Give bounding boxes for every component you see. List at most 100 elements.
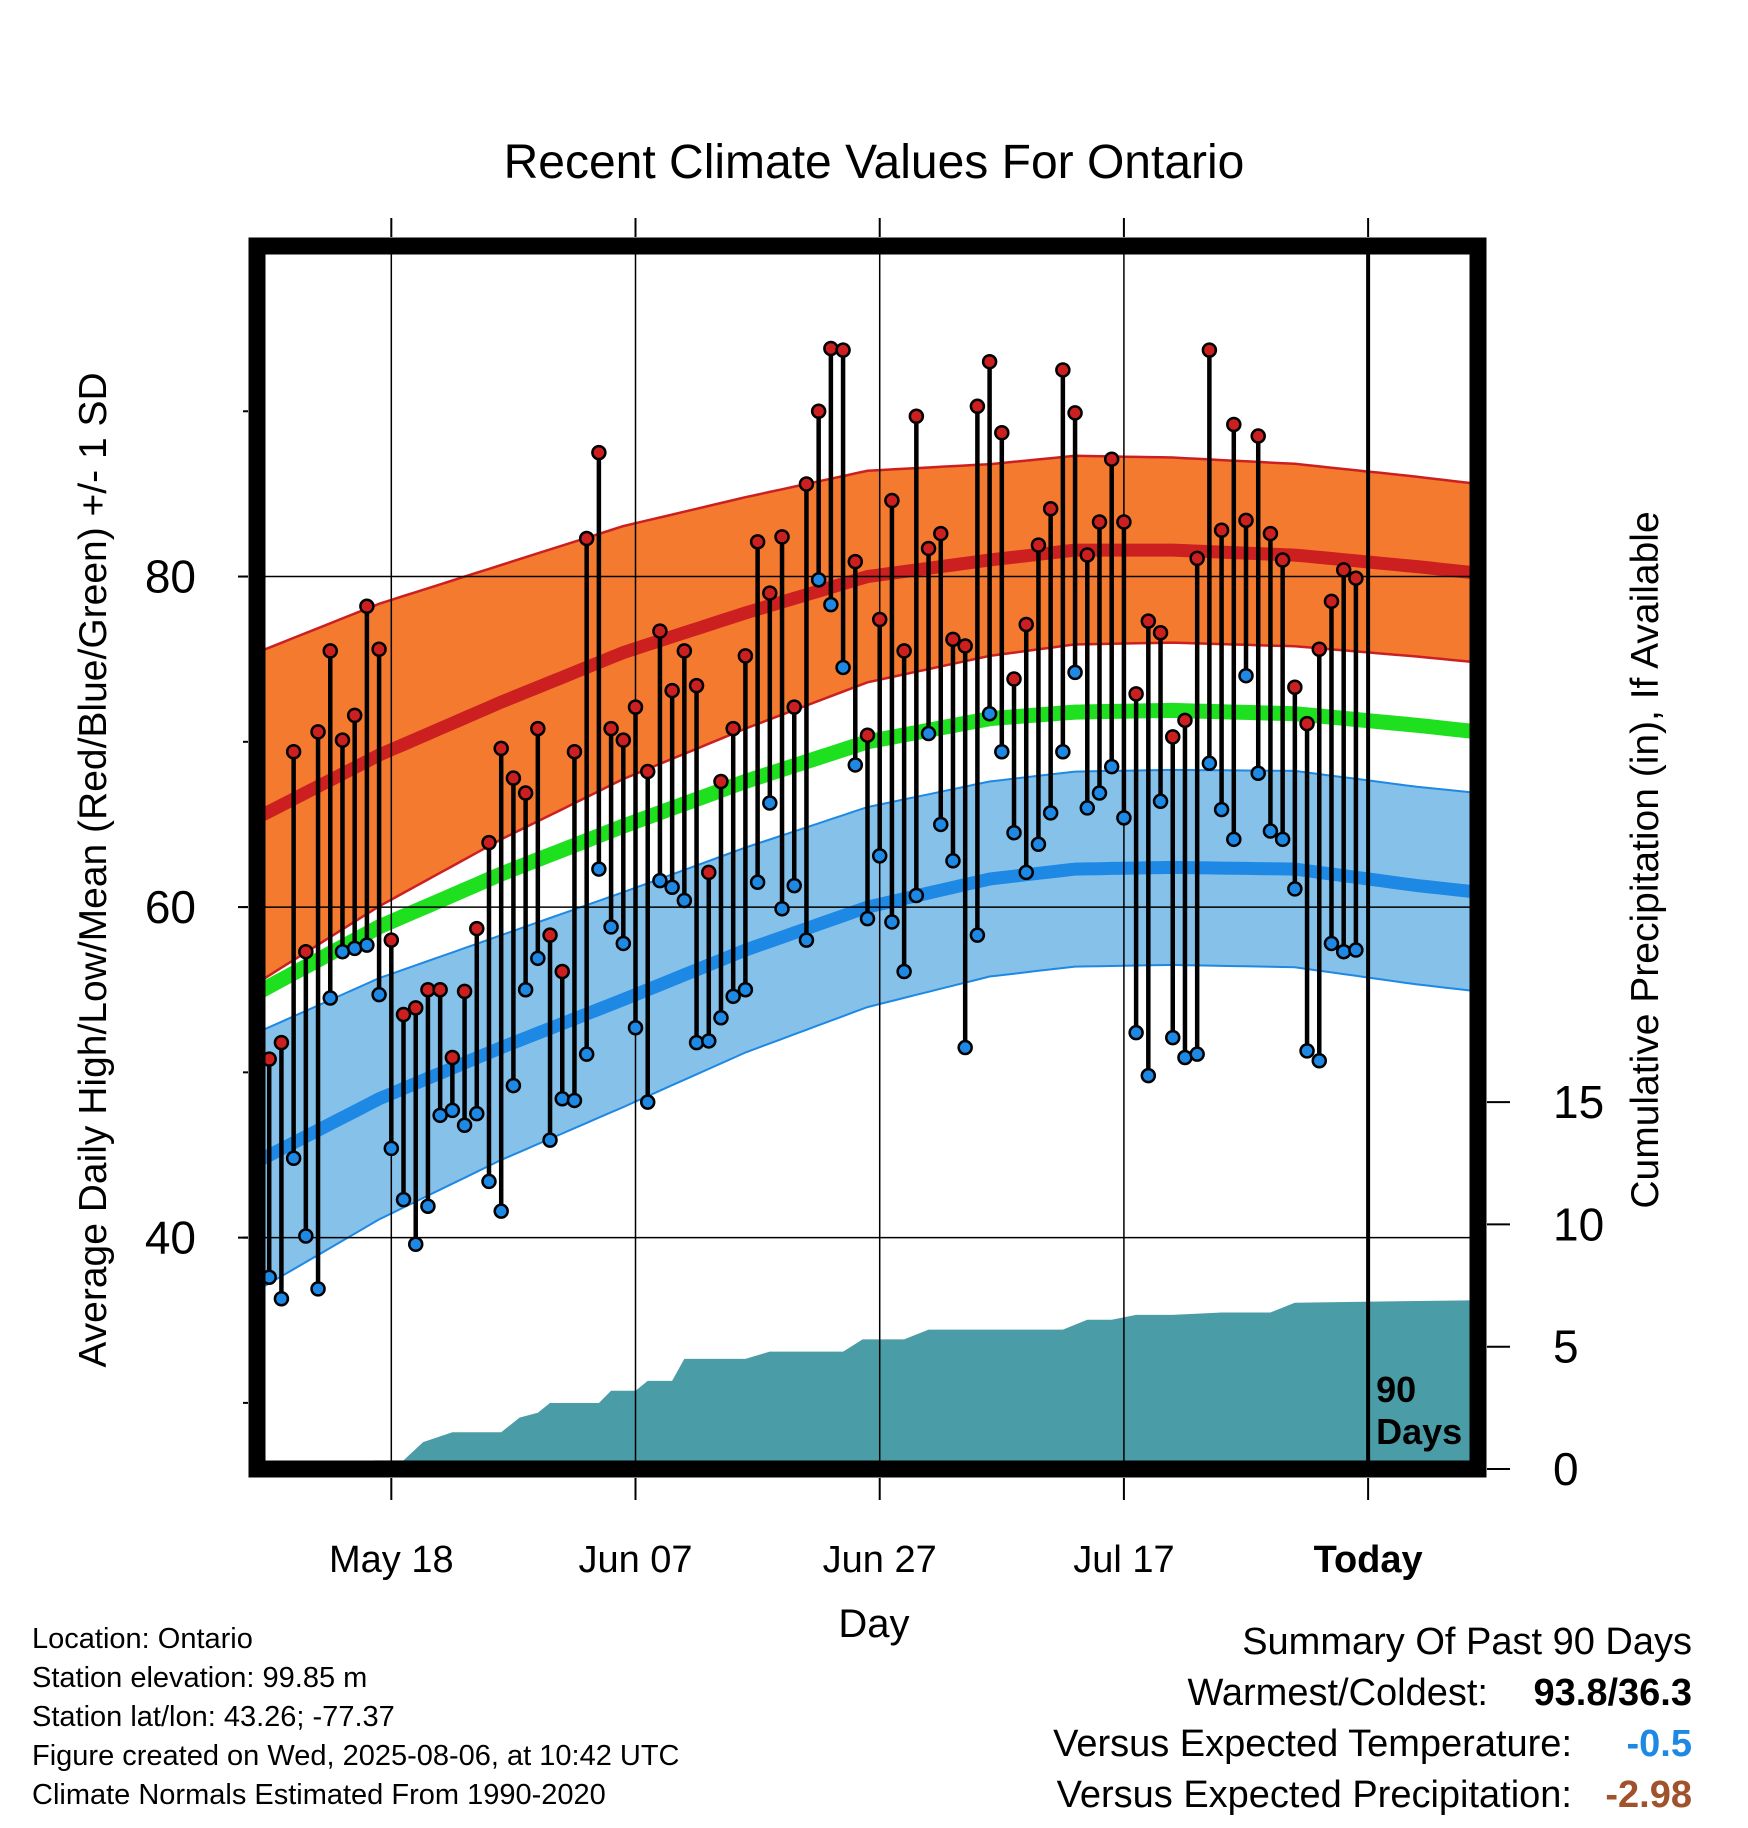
daily-low-point bbox=[639, 1094, 656, 1110]
daily-high-point bbox=[285, 743, 302, 760]
daily-high-point bbox=[969, 398, 986, 415]
daily-low-point bbox=[810, 572, 827, 588]
daily-high-point bbox=[407, 1000, 424, 1016]
daily-low-point bbox=[725, 988, 741, 1005]
daily-low-point bbox=[786, 877, 802, 894]
daily-high-point bbox=[1042, 501, 1059, 517]
daily-high-point bbox=[1189, 550, 1205, 567]
x-tick-label: Today bbox=[1314, 1539, 1423, 1581]
daily-low-point bbox=[713, 1010, 729, 1026]
daily-high-point bbox=[1177, 712, 1193, 729]
summary-panel: Summary Of Past 90 Days Warmest/Coldest:… bbox=[1053, 1617, 1692, 1821]
daily-low-point bbox=[298, 1228, 314, 1244]
daily-low-point bbox=[615, 935, 632, 952]
daily-low-point bbox=[1287, 881, 1303, 897]
daily-high-point bbox=[517, 785, 534, 801]
daily-high-point bbox=[713, 773, 729, 790]
daily-low-point bbox=[957, 1039, 973, 1056]
daily-low-point bbox=[664, 879, 680, 895]
daily-low-point bbox=[1274, 831, 1291, 848]
daily-high-point bbox=[481, 834, 497, 851]
daily-high-point bbox=[456, 983, 473, 1000]
warmest-coldest-row: Warmest/Coldest: 93.8/36.3 bbox=[1053, 1668, 1692, 1719]
daily-low-point bbox=[273, 1291, 290, 1307]
daily-low-point bbox=[933, 816, 949, 833]
ninety-days-label-line: 90 bbox=[1376, 1369, 1416, 1410]
daily-low-point bbox=[737, 981, 754, 998]
daily-low-point bbox=[542, 1132, 558, 1148]
daily-high-point bbox=[1006, 671, 1022, 687]
daily-high-point bbox=[749, 534, 766, 550]
daily-high-point bbox=[1079, 547, 1096, 563]
temp-departure-row: Versus Expected Temperature: -0.5 bbox=[1053, 1719, 1692, 1770]
daily-high-point bbox=[1140, 613, 1157, 629]
daily-high-point bbox=[273, 1034, 290, 1051]
daily-low-point bbox=[859, 910, 876, 927]
daily-low-point bbox=[578, 1046, 595, 1062]
daily-high-point bbox=[1250, 428, 1266, 444]
y2-axis-label: Cumulative Precipitation (in), If Availa… bbox=[1624, 511, 1667, 1208]
daily-low-point bbox=[835, 659, 851, 676]
daily-high-point bbox=[1091, 514, 1108, 530]
daily-high-point bbox=[322, 643, 339, 659]
y2-tick-label: 0 bbox=[1553, 1443, 1579, 1495]
daily-high-point bbox=[737, 648, 754, 664]
daily-high-point bbox=[762, 585, 778, 601]
daily-low-point bbox=[1348, 942, 1364, 958]
warmest-value: 93.8/36.3 bbox=[1533, 1672, 1692, 1714]
daily-high-point bbox=[603, 720, 619, 737]
daily-low-point bbox=[395, 1191, 412, 1208]
daily-low-point bbox=[774, 900, 790, 917]
daily-high-point bbox=[652, 623, 668, 639]
daily-high-point bbox=[1103, 451, 1120, 467]
daily-high-point bbox=[884, 492, 900, 509]
daily-high-point bbox=[1323, 593, 1340, 610]
daily-low-point bbox=[407, 1236, 424, 1252]
daily-high-point bbox=[334, 732, 351, 748]
daily-high-point bbox=[1287, 679, 1303, 696]
y2-tick-label: 10 bbox=[1553, 1198, 1604, 1250]
daily-high-point bbox=[847, 553, 864, 570]
elevation-text: Station elevation: 99.85 m bbox=[32, 1662, 368, 1694]
daily-high-point bbox=[1238, 512, 1254, 529]
daily-low-point bbox=[1103, 758, 1120, 775]
daily-low-point bbox=[1018, 864, 1034, 881]
daily-low-point bbox=[994, 743, 1010, 760]
summary-heading: Summary Of Past 90 Days bbox=[1242, 1621, 1692, 1663]
ninety-days-label-line: Days bbox=[1376, 1411, 1462, 1452]
daily-high-point bbox=[1030, 537, 1047, 553]
daily-high-point bbox=[298, 943, 314, 960]
daily-high-point bbox=[346, 707, 363, 724]
daily-high-point bbox=[945, 631, 961, 648]
y2-tick-label: 5 bbox=[1553, 1321, 1579, 1373]
daily-low-point bbox=[591, 861, 607, 877]
daily-low-point bbox=[945, 853, 961, 869]
station-info: Location: Ontario Station elevation: 99.… bbox=[32, 1620, 680, 1815]
daily-low-point bbox=[1299, 1043, 1315, 1059]
daily-high-point bbox=[371, 641, 387, 658]
daily-high-point bbox=[1152, 624, 1169, 641]
plot-area bbox=[257, 246, 1478, 1469]
created-text: Figure created on Wed, 2025-08-06, at 10… bbox=[32, 1740, 680, 1772]
daily-low-point bbox=[285, 1150, 302, 1167]
daily-high-point bbox=[1201, 342, 1218, 358]
daily-high-point bbox=[444, 1049, 461, 1066]
daily-low-point bbox=[1189, 1046, 1205, 1062]
daily-low-point bbox=[969, 927, 986, 943]
x-tick-label: May 18 bbox=[329, 1539, 454, 1581]
daily-high-point bbox=[798, 476, 815, 492]
chart-title: Recent Climate Values For Ontario bbox=[503, 136, 1245, 189]
daily-high-point bbox=[639, 763, 656, 780]
daily-low-point bbox=[530, 950, 546, 967]
daily-high-point bbox=[981, 353, 998, 370]
daily-low-point bbox=[566, 1092, 583, 1109]
daily-high-point bbox=[701, 864, 717, 881]
daily-low-point bbox=[322, 990, 339, 1006]
x-tick-label: Jul 17 bbox=[1073, 1539, 1174, 1581]
temp-departure-label: Versus Expected Temperature: bbox=[1053, 1723, 1572, 1765]
normals-text: Climate Normals Estimated From 1990-2020 bbox=[32, 1779, 606, 1811]
daily-low-point bbox=[493, 1203, 509, 1219]
daily-low-point bbox=[1042, 805, 1059, 821]
daily-low-point bbox=[1250, 765, 1266, 781]
daily-low-point bbox=[1165, 1029, 1181, 1046]
